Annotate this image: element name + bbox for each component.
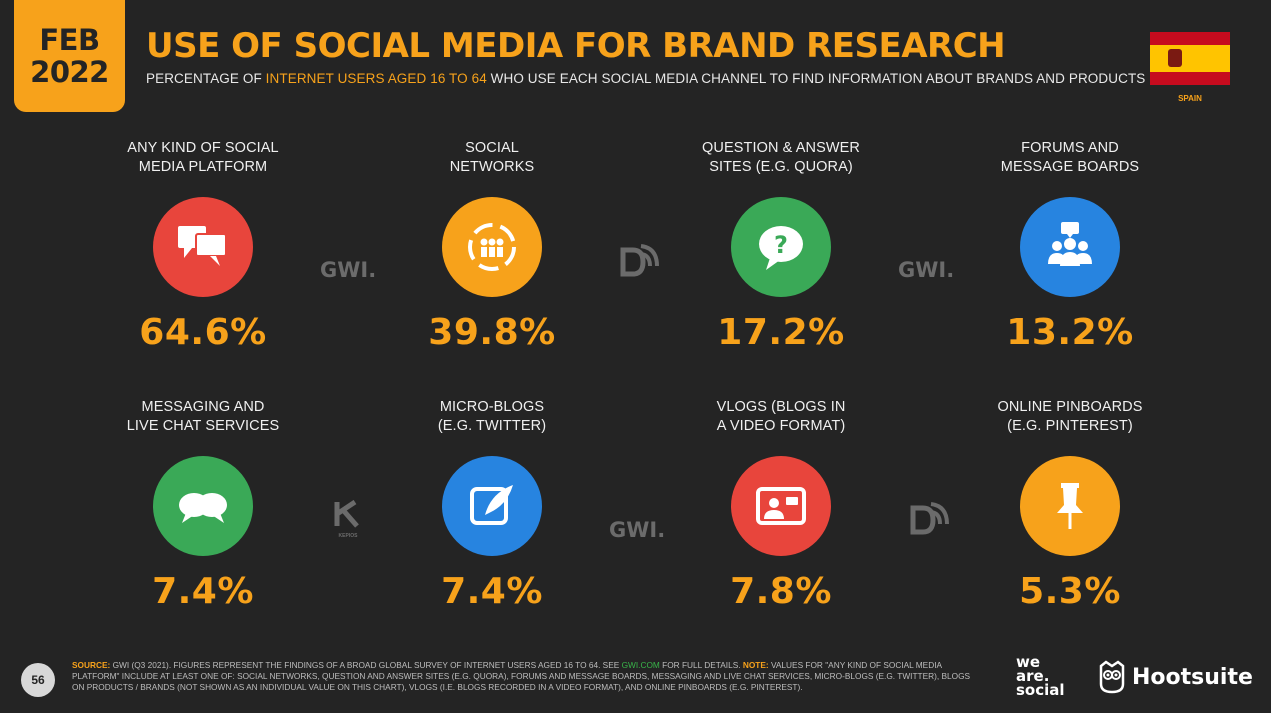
- stat-label: SOCIAL NETWORKS: [449, 140, 535, 175]
- stat-label: FORUMS AND MESSAGE BOARDS: [1000, 140, 1140, 175]
- stat-value: 13.2%: [1006, 312, 1134, 353]
- video-profile-icon: [731, 456, 831, 556]
- source-note: SOURCE: GWI (Q3 2021). FIGURES REPRESENT…: [72, 660, 971, 692]
- gwi-watermark: GWI.: [320, 258, 377, 282]
- gwi-watermark: GWI.: [898, 258, 955, 282]
- stat-messaging: MESSAGING AND LIVE CHAT SERVICES 7.4%: [103, 398, 303, 612]
- page-number: 56: [21, 663, 55, 697]
- stat-micro-blogs: MICRO-BLOGS (E.G. TWITTER) 7.4%: [392, 398, 592, 612]
- stat-label: MICRO-BLOGS (E.G. TWITTER): [437, 399, 547, 434]
- country-label: SPAIN: [1178, 94, 1202, 103]
- stat-value: 7.4%: [441, 571, 543, 612]
- stat-value: 39.8%: [428, 312, 556, 353]
- stat-value: 5.3%: [1019, 571, 1121, 612]
- stat-social-networks: SOCIAL NETWORKS 39.8%: [392, 139, 592, 353]
- pushpin-icon: [1020, 456, 1120, 556]
- chat-bubbles-icon: [153, 456, 253, 556]
- stat-value: 17.2%: [717, 312, 845, 353]
- question-bubble-icon: ?: [731, 197, 831, 297]
- page-subtitle: PERCENTAGE OF INTERNET USERS AGED 16 TO …: [146, 71, 1145, 86]
- stat-any-social-media: ANY KIND OF SOCIAL MEDIA PLATFORM 64.6%: [103, 139, 303, 353]
- hootsuite-wordmark: Hootsuite: [1132, 664, 1253, 690]
- stat-label: ONLINE PINBOARDS (E.G. PINTEREST): [997, 399, 1143, 434]
- subtitle-highlight: INTERNET USERS AGED 16 TO 64: [265, 71, 487, 86]
- spain-flag-icon: [1150, 32, 1230, 85]
- we-are-social-logo: we are. social: [1016, 653, 1065, 699]
- kepios-logo-icon: [334, 499, 359, 528]
- page-title: USE OF SOCIAL MEDIA FOR BRAND RESEARCH: [146, 26, 1006, 66]
- date-year: 2022: [30, 55, 109, 89]
- gwi-link[interactable]: GWI.COM: [621, 660, 660, 670]
- speech-bubbles-icon: [153, 197, 253, 297]
- kepios-watermark: KEPIOS: [330, 499, 366, 539]
- subtitle-post: WHO USE EACH SOCIAL MEDIA CHANNEL TO FIN…: [486, 71, 1146, 86]
- stat-qa-sites: QUESTION & ANSWER SITES (E.G. QUORA) ? 17…: [681, 139, 881, 353]
- stat-vlogs: VLOGS (BLOGS IN A VIDEO FORMAT) 7.8%: [681, 398, 881, 612]
- stat-label: ANY KIND OF SOCIAL MEDIA PLATFORM: [127, 140, 279, 175]
- stat-forums: FORUMS AND MESSAGE BOARDS 13.2%: [970, 139, 1170, 353]
- group-icon: [1020, 197, 1120, 297]
- date-badge: FEB 2022: [14, 0, 125, 112]
- gwi-watermark: GWI.: [609, 518, 666, 542]
- stat-value: 7.4%: [152, 571, 254, 612]
- hootsuite-logo: Hootsuite: [1098, 660, 1253, 694]
- stat-label: QUESTION & ANSWER SITES (E.G. QUORA): [702, 140, 860, 175]
- stat-label: VLOGS (BLOGS IN A VIDEO FORMAT): [716, 399, 846, 434]
- people-network-icon: [442, 197, 542, 297]
- quill-icon: [442, 456, 542, 556]
- stat-label: MESSAGING AND LIVE CHAT SERVICES: [126, 399, 280, 434]
- subtitle-pre: PERCENTAGE OF: [146, 71, 266, 86]
- datareportal-watermark-icon: [910, 502, 949, 535]
- datareportal-watermark-icon: [620, 244, 659, 277]
- stat-online-pinboards: ONLINE PINBOARDS (E.G. PINTEREST) 5.3%: [970, 398, 1170, 612]
- svg-text:?: ?: [774, 231, 788, 259]
- owl-icon: [1099, 660, 1125, 694]
- date-month: FEB: [39, 23, 100, 57]
- stat-value: 64.6%: [139, 312, 267, 353]
- stat-value: 7.8%: [730, 571, 832, 612]
